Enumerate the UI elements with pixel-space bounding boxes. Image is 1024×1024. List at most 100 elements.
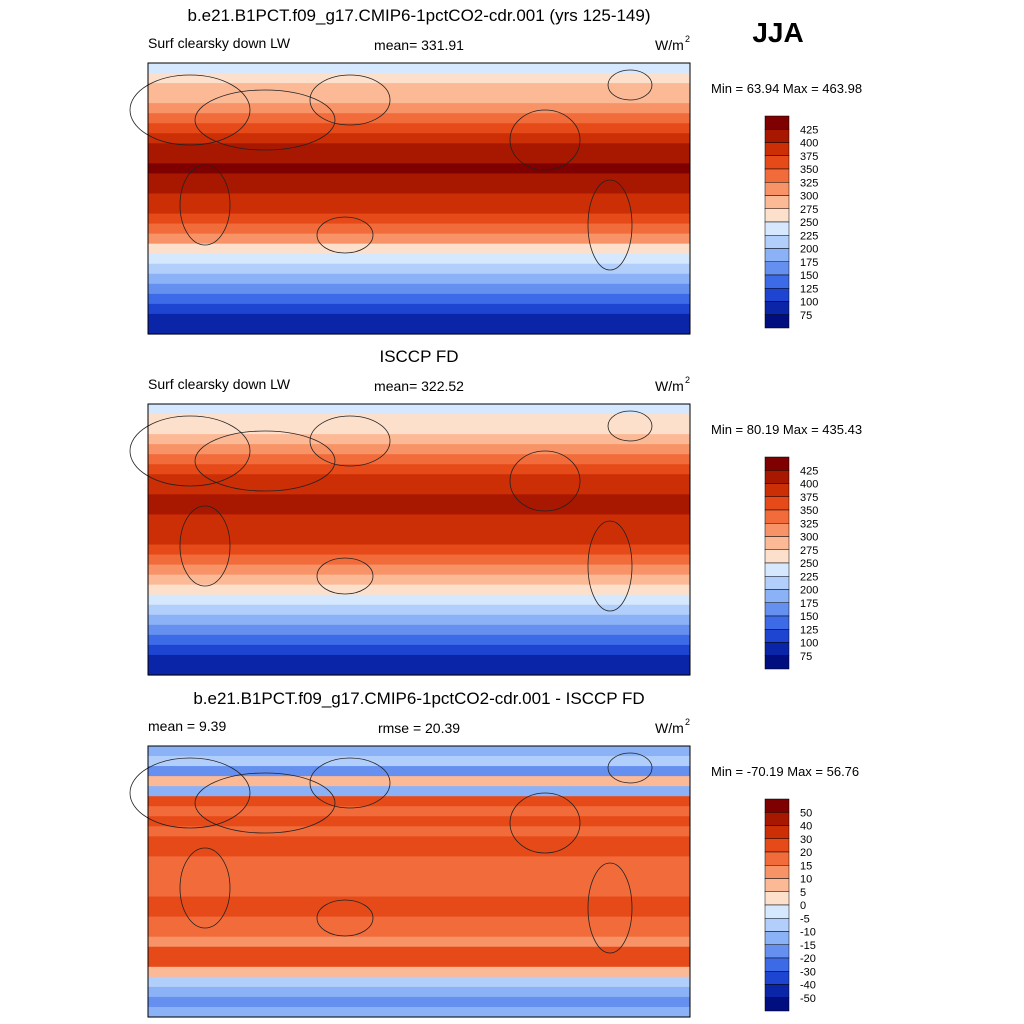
continent-outline xyxy=(509,450,581,512)
colorbar-label: 400 xyxy=(800,479,818,491)
map-band xyxy=(148,644,690,656)
panel-title: b.e21.B1PCT.f09_g17.CMIP6-1pctCO2-cdr.00… xyxy=(187,6,650,25)
colorbar-swatch xyxy=(764,195,790,209)
continent-outline xyxy=(309,757,391,809)
map-band xyxy=(148,484,690,495)
colorbar-label: 50 xyxy=(800,807,812,819)
center-label: rmse = 20.39 xyxy=(378,720,460,736)
colorbar-swatch xyxy=(764,456,790,471)
map-band xyxy=(148,574,690,586)
map-band xyxy=(148,614,690,626)
map-band xyxy=(148,654,690,666)
colorbar-label: 275 xyxy=(800,545,818,557)
colorbar-swatch xyxy=(764,261,790,276)
colorbar-label: 375 xyxy=(800,151,818,163)
map-band xyxy=(148,594,690,606)
map-band xyxy=(148,846,690,858)
colorbar-label: 10 xyxy=(800,874,812,886)
continents xyxy=(129,752,653,954)
map-band xyxy=(148,404,690,415)
colorbar-label: 75 xyxy=(800,310,812,322)
colorbar-label: 350 xyxy=(800,164,818,176)
map-band xyxy=(148,83,690,94)
map-band xyxy=(148,293,690,305)
colorbar-swatch xyxy=(764,168,790,183)
map-band xyxy=(148,554,690,566)
continent-outline xyxy=(587,179,633,271)
colorbar-swatch xyxy=(764,629,790,643)
map-band xyxy=(148,564,690,576)
continent-outline xyxy=(509,792,581,854)
map-band xyxy=(148,123,690,134)
map-band xyxy=(148,143,690,154)
colorbar-swatch xyxy=(764,918,790,932)
colorbar-label: 250 xyxy=(800,217,818,229)
continent-outline xyxy=(316,899,374,937)
map-band xyxy=(148,604,690,616)
colorbar-label: 150 xyxy=(800,611,818,623)
map-band xyxy=(148,163,690,175)
map-band xyxy=(148,766,690,777)
map-band xyxy=(148,223,690,235)
colorbar-swatch xyxy=(764,798,790,813)
colorbar-swatch xyxy=(764,865,790,879)
left-label: Surf clearsky down LW xyxy=(148,376,291,392)
map-band xyxy=(148,63,690,74)
colorbar-label: 325 xyxy=(800,177,818,189)
colorbar-swatch xyxy=(764,314,790,329)
colorbar-label: 30 xyxy=(800,834,812,846)
map-band xyxy=(148,323,690,335)
map-band xyxy=(148,544,690,556)
map-band xyxy=(148,213,690,225)
min-max: Min = 63.94 Max = 463.98 xyxy=(711,81,862,96)
colorbar-swatch xyxy=(764,509,790,524)
map-band xyxy=(148,233,690,245)
map-band xyxy=(148,886,690,898)
map-band xyxy=(148,986,690,998)
map-band xyxy=(148,806,690,817)
map-band xyxy=(148,966,690,978)
continent-outline xyxy=(194,89,336,151)
left-label: mean = 9.39 xyxy=(148,718,226,734)
colorbar-swatch xyxy=(764,838,790,853)
left-label: Surf clearsky down LW xyxy=(148,35,291,51)
map-band xyxy=(148,103,690,114)
map-band xyxy=(148,444,690,455)
map-band xyxy=(148,454,690,465)
colorbar-label: 225 xyxy=(800,571,818,583)
min-max: Min = 80.19 Max = 435.43 xyxy=(711,422,862,437)
map-band xyxy=(148,514,690,526)
center-label: mean= 322.52 xyxy=(374,378,464,394)
colorbar-swatch xyxy=(764,549,790,564)
map-band xyxy=(148,273,690,285)
colorbar-label: 175 xyxy=(800,598,818,610)
colorbar-swatch xyxy=(764,496,790,511)
colorbar-swatch xyxy=(764,129,790,143)
map-band xyxy=(148,253,690,265)
colorbar-swatch xyxy=(764,536,790,550)
map-band xyxy=(148,976,690,988)
map-band xyxy=(148,414,690,425)
units-exponent: 2 xyxy=(685,717,690,727)
colorbar-swatch xyxy=(764,931,790,945)
map-band xyxy=(148,524,690,536)
colorbar-swatch xyxy=(764,615,790,630)
continent-outline xyxy=(316,216,374,254)
colorbar-label: 40 xyxy=(800,821,812,833)
map-band xyxy=(148,936,690,948)
map-band xyxy=(148,153,690,164)
colorbar-swatch xyxy=(764,235,790,249)
colorbar-label: 200 xyxy=(800,244,818,256)
colorbar-swatch xyxy=(764,115,790,130)
colorbar-label: -10 xyxy=(800,927,816,939)
colorbar-swatch xyxy=(764,812,790,826)
season-label: JJA xyxy=(752,17,803,48)
map-band xyxy=(148,73,690,84)
continent-outline xyxy=(309,415,391,467)
map-band xyxy=(148,534,690,546)
map-band xyxy=(148,624,690,636)
colorbar-swatch xyxy=(764,944,790,959)
center-label: mean= 331.91 xyxy=(374,37,464,53)
map-band xyxy=(148,746,690,757)
colorbar-label: 400 xyxy=(800,138,818,150)
